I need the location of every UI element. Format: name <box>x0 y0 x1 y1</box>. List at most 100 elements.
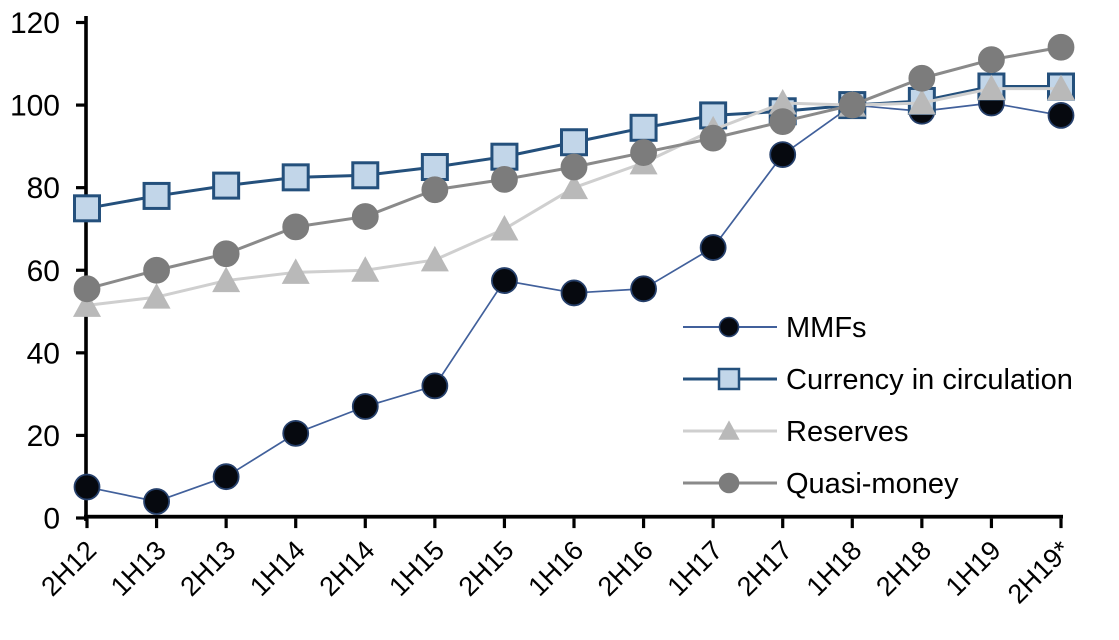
y-axis-tick <box>76 516 87 520</box>
data-point-marker-quasi-money <box>560 153 588 181</box>
data-point-marker-currency-in-circulation <box>560 128 588 157</box>
y-axis-tick <box>76 351 87 355</box>
x-axis-tick <box>572 518 576 529</box>
data-point-marker-mmfs <box>73 473 101 501</box>
data-point-marker-currency-in-circulation <box>351 161 380 190</box>
x-axis-category-label: 2H18 <box>870 535 937 602</box>
y-axis-tick <box>76 103 87 107</box>
y-axis-tick-label: 80 <box>27 172 60 205</box>
legend-label-currency-in-circulation: Currency in circulation <box>786 364 1073 396</box>
data-point-marker-quasi-money <box>491 166 518 193</box>
x-axis-tick <box>433 518 437 529</box>
x-axis-tick <box>711 518 715 529</box>
y-axis-line <box>84 16 88 521</box>
data-point-marker-mmfs <box>699 234 727 261</box>
legend-item-quasi-money: Quasi-money <box>683 468 959 500</box>
data-point-marker-quasi-money <box>699 124 727 152</box>
x-axis-tick <box>641 518 646 529</box>
data-point-marker-mmfs <box>630 275 657 303</box>
x-axis-category-label: 2H14 <box>314 535 381 602</box>
legend-label-reserves: Reserves <box>786 416 909 448</box>
data-point-marker-quasi-money <box>282 213 310 241</box>
y-axis-tick <box>76 186 87 190</box>
y-axis-tick-label: 40 <box>27 337 60 370</box>
data-point-marker-quasi-money <box>351 203 379 230</box>
x-axis-category-label: 1H15 <box>383 535 450 602</box>
x-axis-tick <box>781 518 785 529</box>
data-point-marker-quasi-money <box>73 275 101 303</box>
data-point-marker-reserves <box>977 74 1006 101</box>
y-axis-tick <box>76 20 87 25</box>
data-point-marker-currency-in-circulation <box>142 181 171 210</box>
x-axis-tick <box>363 518 367 529</box>
x-axis-category-label: 2H12 <box>35 535 102 602</box>
data-point-marker-quasi-money <box>143 256 170 284</box>
data-point-marker-quasi-money <box>838 91 866 119</box>
data-point-marker-quasi-money <box>908 64 936 92</box>
legend: MMFs Currency in circulation Reserves Quasi… <box>683 312 1073 500</box>
data-point-marker-quasi-money <box>769 108 797 135</box>
data-point-marker-currency-in-circulation <box>490 142 519 171</box>
data-point-marker-quasi-money <box>1047 33 1075 61</box>
legend-label-mmfs: MMFs <box>786 312 867 344</box>
x-axis-line <box>84 514 1063 519</box>
data-point-marker-currency-in-circulation <box>73 194 101 223</box>
data-point-marker-reserves <box>73 291 101 317</box>
legend-label-quasi-money: Quasi-money <box>786 468 959 500</box>
x-axis-category-label: 2H15 <box>453 535 520 602</box>
data-point-marker-mmfs <box>143 488 170 515</box>
data-point-marker-mmfs <box>282 419 310 447</box>
data-point-marker-mmfs <box>1047 102 1075 129</box>
data-point-marker-reserves <box>1047 74 1075 101</box>
data-point-marker-reserves <box>351 256 380 282</box>
x-axis-category-label: 1H19 <box>940 535 1007 602</box>
x-axis-category-label: 1H13 <box>105 535 172 602</box>
x-axis-category-label: 2H13 <box>175 535 242 602</box>
series-mmfs <box>73 89 1075 515</box>
data-point-marker-reserves <box>560 173 588 200</box>
y-axis-tick-label: 100 <box>10 90 60 123</box>
legend-marker-reserves <box>718 420 740 440</box>
data-point-marker-mmfs <box>560 279 588 307</box>
x-axis-tick <box>294 518 298 529</box>
data-point-marker-reserves <box>420 245 449 272</box>
data-point-marker-currency-in-circulation <box>281 163 310 192</box>
data-point-marker-quasi-money <box>421 176 449 204</box>
data-point-marker-mmfs <box>212 463 240 491</box>
series-quasi-money <box>73 33 1075 303</box>
legend-marker-mmfs <box>718 316 740 338</box>
data-point-marker-reserves <box>212 266 241 293</box>
legend-item-reserves: Reserves <box>683 416 909 448</box>
data-point-marker-mmfs <box>421 372 449 400</box>
y-axis-tick-label: 120 <box>10 7 60 40</box>
x-axis-category-label: 1H14 <box>244 535 311 602</box>
data-point-marker-reserves <box>281 258 310 284</box>
x-axis-category-label: 2H17 <box>731 535 798 602</box>
data-point-marker-reserves <box>907 89 936 115</box>
x-axis-tick <box>224 518 228 529</box>
data-point-marker-quasi-money <box>212 240 240 268</box>
y-axis-tick <box>76 433 87 438</box>
x-axis-category-label: 1H18 <box>801 535 868 602</box>
x-axis-category-label: 2H19* <box>1002 535 1077 610</box>
y-axis-tick-label: 60 <box>27 255 60 288</box>
y-axis-tick-label: 20 <box>27 420 60 453</box>
data-point-marker-currency-in-circulation <box>212 171 241 200</box>
data-point-marker-mmfs <box>769 141 797 169</box>
y-axis-tick-label: 0 <box>43 503 60 536</box>
data-point-marker-quasi-money <box>630 139 657 166</box>
x-axis-category-label: 1H17 <box>662 535 729 602</box>
x-axis-tick <box>850 518 854 529</box>
legend-marker-quasi-money <box>718 472 740 494</box>
data-point-marker-mmfs <box>351 393 379 420</box>
legend-item-currency-in-circulation: Currency in circulation <box>683 364 1073 396</box>
x-axis-tick <box>85 518 89 529</box>
data-point-marker-quasi-money <box>978 46 1005 74</box>
data-point-marker-reserves <box>142 283 171 309</box>
data-point-marker-reserves <box>490 214 519 241</box>
data-point-marker-currency-in-circulation <box>629 113 658 142</box>
legend-marker-currency-in-circulation <box>717 367 741 391</box>
x-axis-category-label: 1H16 <box>522 535 589 602</box>
